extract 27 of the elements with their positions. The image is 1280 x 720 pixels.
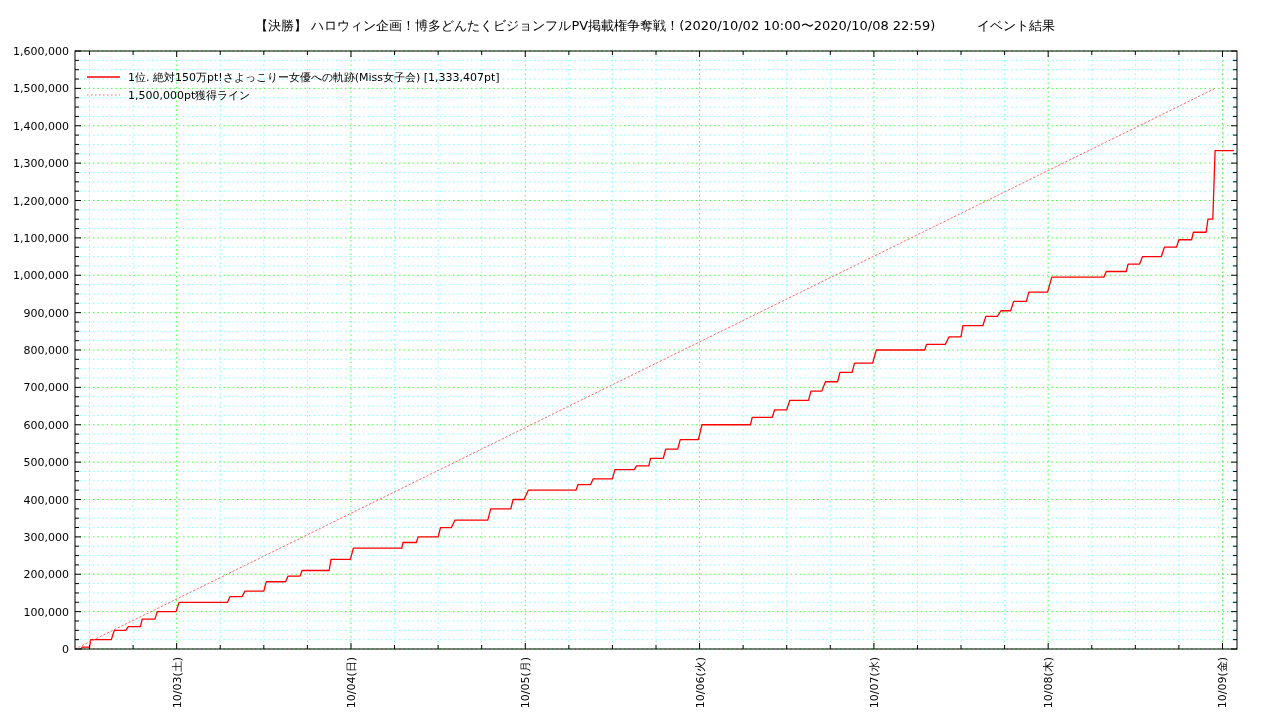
y-tick-label: 1,000,000 bbox=[13, 269, 69, 283]
y-tick-label: 1,200,000 bbox=[13, 194, 69, 208]
x-tick-label: 10/09(金) bbox=[1216, 657, 1230, 709]
y-tick-label: 900,000 bbox=[23, 306, 69, 320]
y-tick-label: 500,000 bbox=[23, 456, 69, 470]
y-tick-label: 1,300,000 bbox=[13, 157, 69, 171]
x-tick-label: 10/05(月) bbox=[519, 657, 533, 709]
y-tick-label: 1,100,000 bbox=[13, 231, 69, 245]
y-tick-label: 600,000 bbox=[23, 418, 69, 432]
y-tick-label: 1,400,000 bbox=[13, 119, 69, 133]
x-tick-label: 10/03(土) bbox=[170, 657, 184, 709]
y-tick-label: 100,000 bbox=[23, 605, 69, 619]
chart-title: 【決勝】 ハロウィン企画！博多どんたくビジョンフルPV掲載権争奪戦！(2020/10/02 10:00〜2020/10/08 22:59) イベント結果 bbox=[255, 18, 1055, 33]
y-tick-label: 1,500,000 bbox=[13, 82, 69, 96]
x-tick-label: 10/06(火) bbox=[693, 657, 707, 709]
y-tick-label: 0 bbox=[62, 643, 69, 656]
y-tick-label: 800,000 bbox=[23, 344, 69, 357]
y-tick-label: 1,600,000 bbox=[13, 45, 69, 58]
y-tick-label: 700,000 bbox=[23, 381, 69, 395]
y-tick-label: 400,000 bbox=[23, 493, 69, 507]
x-tick-label: 10/04(日) bbox=[344, 657, 358, 709]
x-tick-label: 10/08(木) bbox=[1042, 657, 1056, 709]
legend-label: 1位. 絶対150万pt!さよっこりー女優への軌跡(Miss女子会) [1,333,407pt] bbox=[128, 71, 500, 84]
legend-label: 1,500,000pt獲得ライン bbox=[128, 89, 251, 102]
y-tick-label: 300,000 bbox=[23, 530, 69, 544]
x-tick-label: 10/07(水) bbox=[867, 657, 881, 709]
y-tick-label: 200,000 bbox=[23, 568, 69, 582]
